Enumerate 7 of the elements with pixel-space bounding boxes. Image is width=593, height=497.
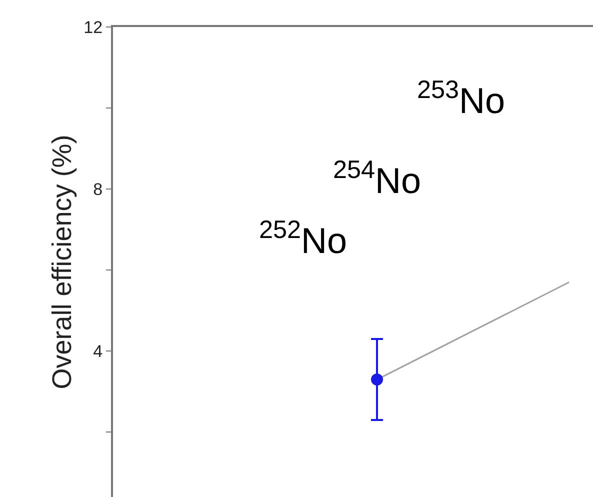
annotation: $^{254}$No bbox=[333, 156, 422, 202]
annotation: $^{253}$No bbox=[417, 76, 506, 122]
annotation: $^{252}$No bbox=[259, 216, 348, 262]
y-tick-label: 12 bbox=[84, 18, 103, 37]
y-tick-label: 8 bbox=[93, 180, 103, 200]
y-tick-label: 4 bbox=[93, 342, 103, 362]
y-axis-title: Overall efficiency (%) bbox=[47, 134, 78, 390]
